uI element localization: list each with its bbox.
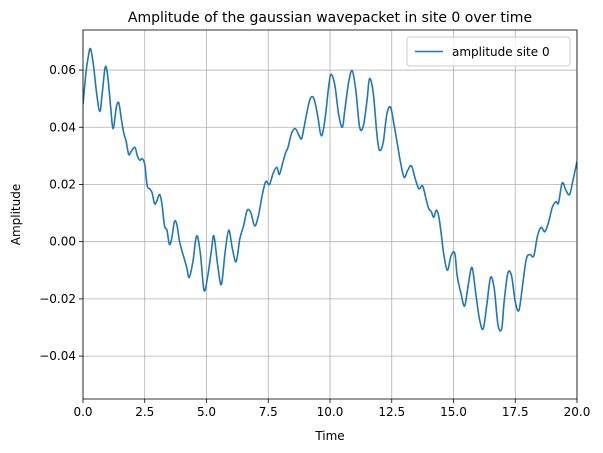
x-tick-label: 10.0 bbox=[317, 405, 344, 419]
x-tick-label: 17.5 bbox=[502, 405, 529, 419]
series-line-amplitude-site-0 bbox=[83, 47, 577, 332]
x-axis-label: Time bbox=[314, 429, 344, 443]
legend: amplitude site 0 bbox=[406, 36, 571, 67]
y-tick-label: −0.04 bbox=[39, 349, 76, 363]
x-tick-label: 5.0 bbox=[197, 405, 216, 419]
y-tick-label: −0.02 bbox=[39, 292, 76, 306]
x-tick-label: 15.0 bbox=[440, 405, 467, 419]
x-tick-label: 0.0 bbox=[73, 405, 92, 419]
x-tick-label: 2.5 bbox=[135, 405, 154, 419]
y-tick-label: 0.02 bbox=[49, 177, 76, 191]
y-axis: −0.04 −0.02 0.00 0.02 0.04 0.06 bbox=[39, 63, 83, 363]
chart-title: Amplitude of the gaussian wavepacket in … bbox=[128, 10, 532, 26]
y-axis-label: Amplitude bbox=[9, 184, 23, 246]
legend-box bbox=[406, 36, 571, 67]
x-tick-label: 7.5 bbox=[259, 405, 278, 419]
x-tick-label: 12.5 bbox=[378, 405, 405, 419]
legend-label: amplitude site 0 bbox=[452, 45, 550, 59]
y-tick-label: 0.00 bbox=[49, 235, 76, 249]
plot-area bbox=[83, 47, 577, 332]
x-tick-label: 20.0 bbox=[564, 405, 591, 419]
y-tick-label: 0.06 bbox=[49, 63, 76, 77]
x-axis: 0.0 2.5 5.0 7.5 10.0 12.5 15.0 17.5 20.0 bbox=[73, 399, 590, 419]
grid bbox=[82, 30, 578, 399]
y-tick-label: 0.04 bbox=[49, 120, 76, 134]
